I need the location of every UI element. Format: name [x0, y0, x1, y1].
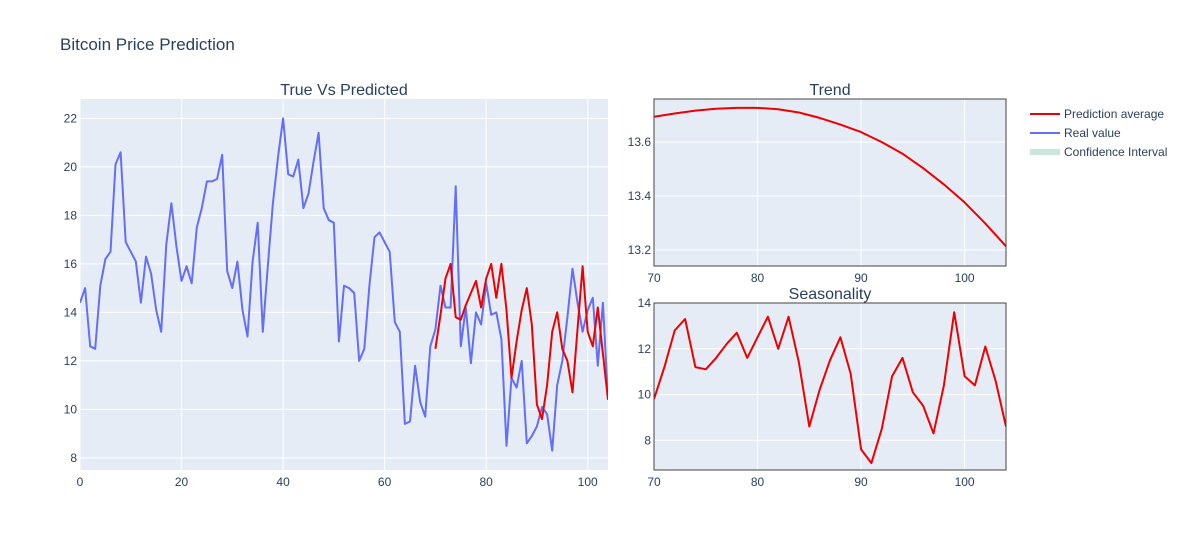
subplot-2: 70 80 90 100 8 10 12 14 Seasonality — [638, 286, 1007, 489]
y-tick-label: 14 — [64, 305, 78, 319]
x-tick-label: 60 — [378, 475, 392, 489]
plot-area — [654, 99, 1006, 266]
x-tick-label: 80 — [479, 475, 493, 489]
legend-label: Confidence Interval — [1064, 145, 1167, 159]
legend-label: Prediction average — [1064, 107, 1164, 121]
y-tick-label: 20 — [64, 160, 78, 174]
subplot-border — [653, 98, 1007, 267]
x-tick-label: 80 — [751, 475, 765, 489]
x-tick-label: 100 — [955, 271, 975, 285]
x-tick-label: 80 — [751, 271, 765, 285]
y-tick-label: 12 — [64, 354, 78, 368]
y-tick-label: 13.6 — [628, 135, 652, 149]
x-tick-label: 70 — [647, 475, 661, 489]
x-tick-label: 100 — [955, 475, 975, 489]
legend[interactable]: Prediction average Real value Confidence I… — [1030, 107, 1167, 159]
legend-item[interactable]: Prediction average — [1030, 107, 1164, 121]
y-tick-label: 18 — [64, 208, 78, 222]
x-tick-label: 90 — [854, 475, 868, 489]
y-tick-label: 8 — [70, 451, 77, 465]
x-tick-label: 100 — [578, 475, 598, 489]
plot-area — [80, 99, 608, 470]
real-value-line — [80, 117, 608, 452]
x-tick-label: 0 — [77, 475, 84, 489]
x-tick-label: 20 — [175, 475, 189, 489]
y-tick-label: 8 — [644, 433, 651, 447]
legend-swatch — [1030, 149, 1060, 155]
prediction-average-line — [434, 262, 608, 421]
x-tick-label: 90 — [854, 271, 868, 285]
legend-item[interactable]: Real value — [1030, 126, 1121, 140]
y-tick-label: 14 — [638, 296, 652, 310]
subplot-1: 70 80 90 100 13.2 13.4 13.6 Trend — [628, 82, 1007, 285]
subplot-title: True Vs Predicted — [280, 82, 407, 99]
subplot-border — [653, 302, 1007, 471]
x-tick-label: 70 — [647, 271, 661, 285]
legend-item[interactable]: Confidence Interval — [1030, 145, 1167, 159]
y-tick-label: 13.4 — [628, 189, 652, 203]
y-tick-label: 16 — [64, 257, 78, 271]
y-tick-label: 22 — [64, 111, 78, 125]
y-tick-label: 10 — [638, 388, 652, 402]
subplot-0: 0 20 40 60 80 100 8 10 12 14 16 18 20 22 True Vs Predi… — [64, 82, 608, 489]
y-tick-label: 13.2 — [628, 243, 652, 257]
subplot-title: Trend — [809, 82, 850, 99]
legend-label: Real value — [1064, 126, 1121, 140]
y-tick-label: 12 — [638, 342, 652, 356]
prediction-average-line — [654, 106, 1006, 247]
x-tick-label: 40 — [276, 475, 290, 489]
chart-title: Bitcoin Price Prediction — [60, 35, 235, 54]
subplot-title: Seasonality — [789, 286, 872, 303]
y-tick-label: 10 — [64, 402, 78, 416]
plot-area — [654, 303, 1006, 470]
prediction-average-line — [654, 311, 1006, 465]
